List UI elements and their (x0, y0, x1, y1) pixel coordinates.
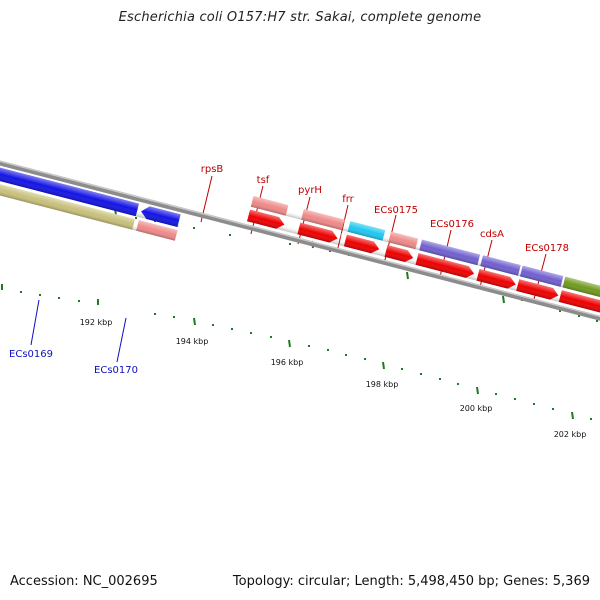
tick-mark (288, 339, 291, 348)
inner-tick-marks (1, 284, 592, 420)
genome-summary-text: Topology: circular; Length: 5,498,450 bp… (232, 574, 590, 589)
scale-label: 192 kbp (80, 318, 113, 327)
gene-label-frr: frr (342, 194, 354, 205)
scale-label: 202 kbp (554, 430, 587, 439)
gene-label-ECs0175: ECs0175 (374, 205, 418, 216)
tick-mark (382, 361, 385, 370)
leader-line (297, 196, 311, 245)
gene-label-ECs0169: ECs0169 (9, 349, 53, 360)
scale-label: 198 kbp (366, 380, 399, 389)
map-title: Escherichia coli O157:H7 str. Sakai, com… (118, 10, 482, 25)
tick-mark (406, 271, 409, 280)
tick-mark (476, 386, 479, 395)
reverse-gene-labels: ECs0169 ECs0170 (9, 349, 138, 376)
gene-label-rpsB: rpsB (201, 164, 224, 175)
leader-line (116, 317, 127, 363)
gene-label-tsf: tsf (257, 175, 270, 186)
gene-label-ECs0178: ECs0178 (525, 243, 569, 254)
feature-track (0, 136, 600, 367)
gene-label-pyrH: pyrH (298, 185, 322, 196)
shading (0, 143, 182, 228)
shading (247, 209, 600, 334)
shading (0, 159, 178, 241)
tick-mark (193, 317, 196, 326)
scale-label: 196 kbp (271, 358, 304, 367)
leader-line (30, 299, 40, 346)
accession-text: Accession: NC_002695 (10, 574, 158, 589)
forward-features (247, 196, 600, 334)
gene-label-ECs0170: ECs0170 (94, 365, 138, 376)
forward-gene-labels: rpsB tsf pyrH frr ECs0175 ECs0176 cdsA E… (201, 164, 569, 254)
scale-label: 194 kbp (176, 337, 209, 346)
genome-backbone-highlight (0, 136, 600, 364)
shading (250, 196, 600, 320)
tick-mark (571, 411, 574, 420)
gene-label-ECs0176: ECs0176 (430, 219, 474, 230)
gene-label-cdsA: cdsA (480, 229, 504, 240)
reverse-leader-lines (30, 299, 127, 363)
scale-labels: 192 kbp 194 kbp 196 kbp 198 kbp 200 kbp … (80, 318, 587, 439)
tick-mark (502, 295, 505, 304)
scale-label: 200 kbp (460, 404, 493, 413)
reverse-features (0, 143, 182, 241)
genome-backbone (0, 136, 600, 367)
